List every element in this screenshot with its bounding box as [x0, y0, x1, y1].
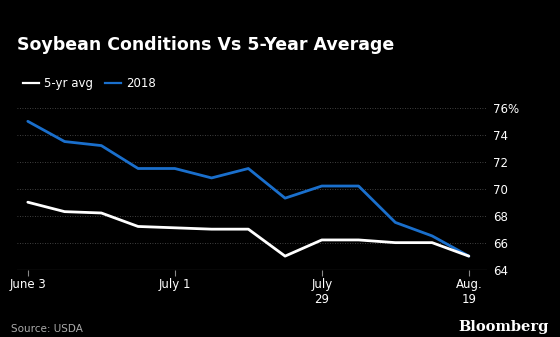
Text: Bloomberg: Bloomberg — [459, 319, 549, 334]
Text: Source: USDA: Source: USDA — [11, 324, 83, 334]
Text: Soybean Conditions Vs 5-Year Average: Soybean Conditions Vs 5-Year Average — [17, 36, 394, 54]
Legend: 5-yr avg, 2018: 5-yr avg, 2018 — [23, 78, 156, 90]
